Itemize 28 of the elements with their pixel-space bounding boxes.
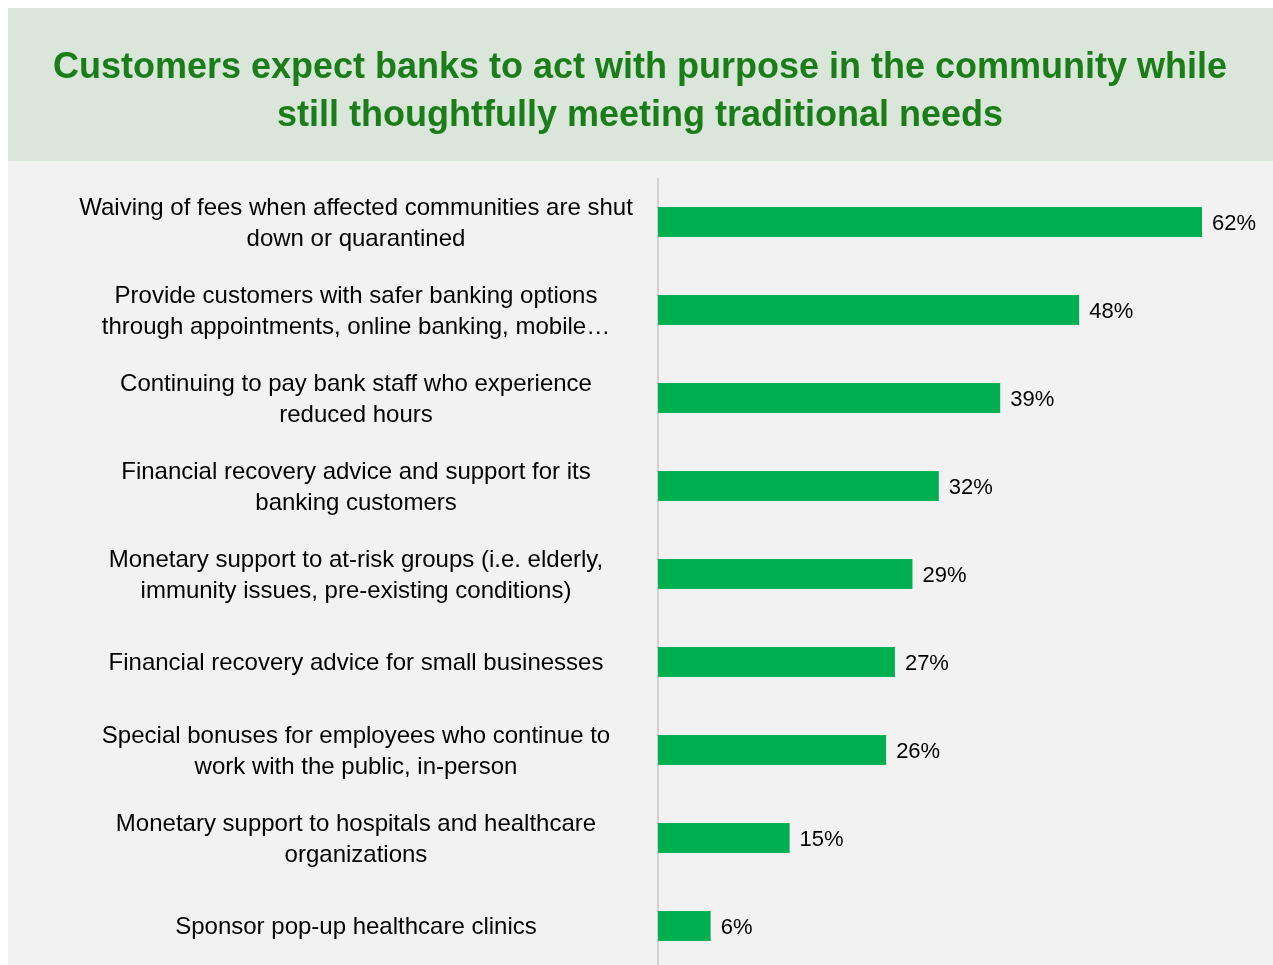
y-tick-label: Special bonuses for employees who continue to work with the public, in-person [101, 720, 611, 779]
data-label: 6% [720, 914, 753, 939]
y-tick-label: Financial recovery advice and support for its banking customers [121, 456, 591, 515]
bar [658, 911, 711, 941]
y-tick-label: Waiving of fees when affected communities are shut down or quarantined [79, 192, 634, 251]
data-label: 15% [799, 826, 844, 851]
data-label: 27% [904, 650, 949, 675]
bar [658, 295, 1080, 325]
bar [658, 383, 1001, 413]
y-tick-label: Monetary support to hospitals and healthcare organizations [115, 808, 597, 867]
bar [658, 735, 887, 765]
bar [658, 207, 1202, 237]
y-tick-label: Financial recovery advice for small businesses [108, 648, 604, 675]
y-tick-label: Sponsor pop-up healthcare clinics [175, 912, 537, 939]
data-label: 32% [948, 474, 993, 499]
data-label: 48% [1089, 298, 1134, 323]
data-label: 62% [1212, 210, 1257, 235]
bar [658, 823, 790, 853]
data-label: 39% [1010, 386, 1055, 411]
y-tick-label: Provide customers with safer banking options through appointments, online banking, mobile… [101, 280, 611, 339]
data-label: 29% [922, 562, 967, 587]
data-label: 26% [896, 738, 941, 763]
bar [658, 471, 939, 501]
bar [658, 559, 913, 589]
chart-title: Customers expect banks to act with purpose in the community while still thoughtfully meeting traditional needs [52, 45, 1228, 134]
y-tick-label: Continuing to pay bank staff who experience reduced hours [120, 368, 592, 427]
y-tick-label: Monetary support to at-risk groups (i.e. elderly, immunity issues, pre-existing conditions) [108, 544, 604, 603]
bar [658, 647, 895, 677]
